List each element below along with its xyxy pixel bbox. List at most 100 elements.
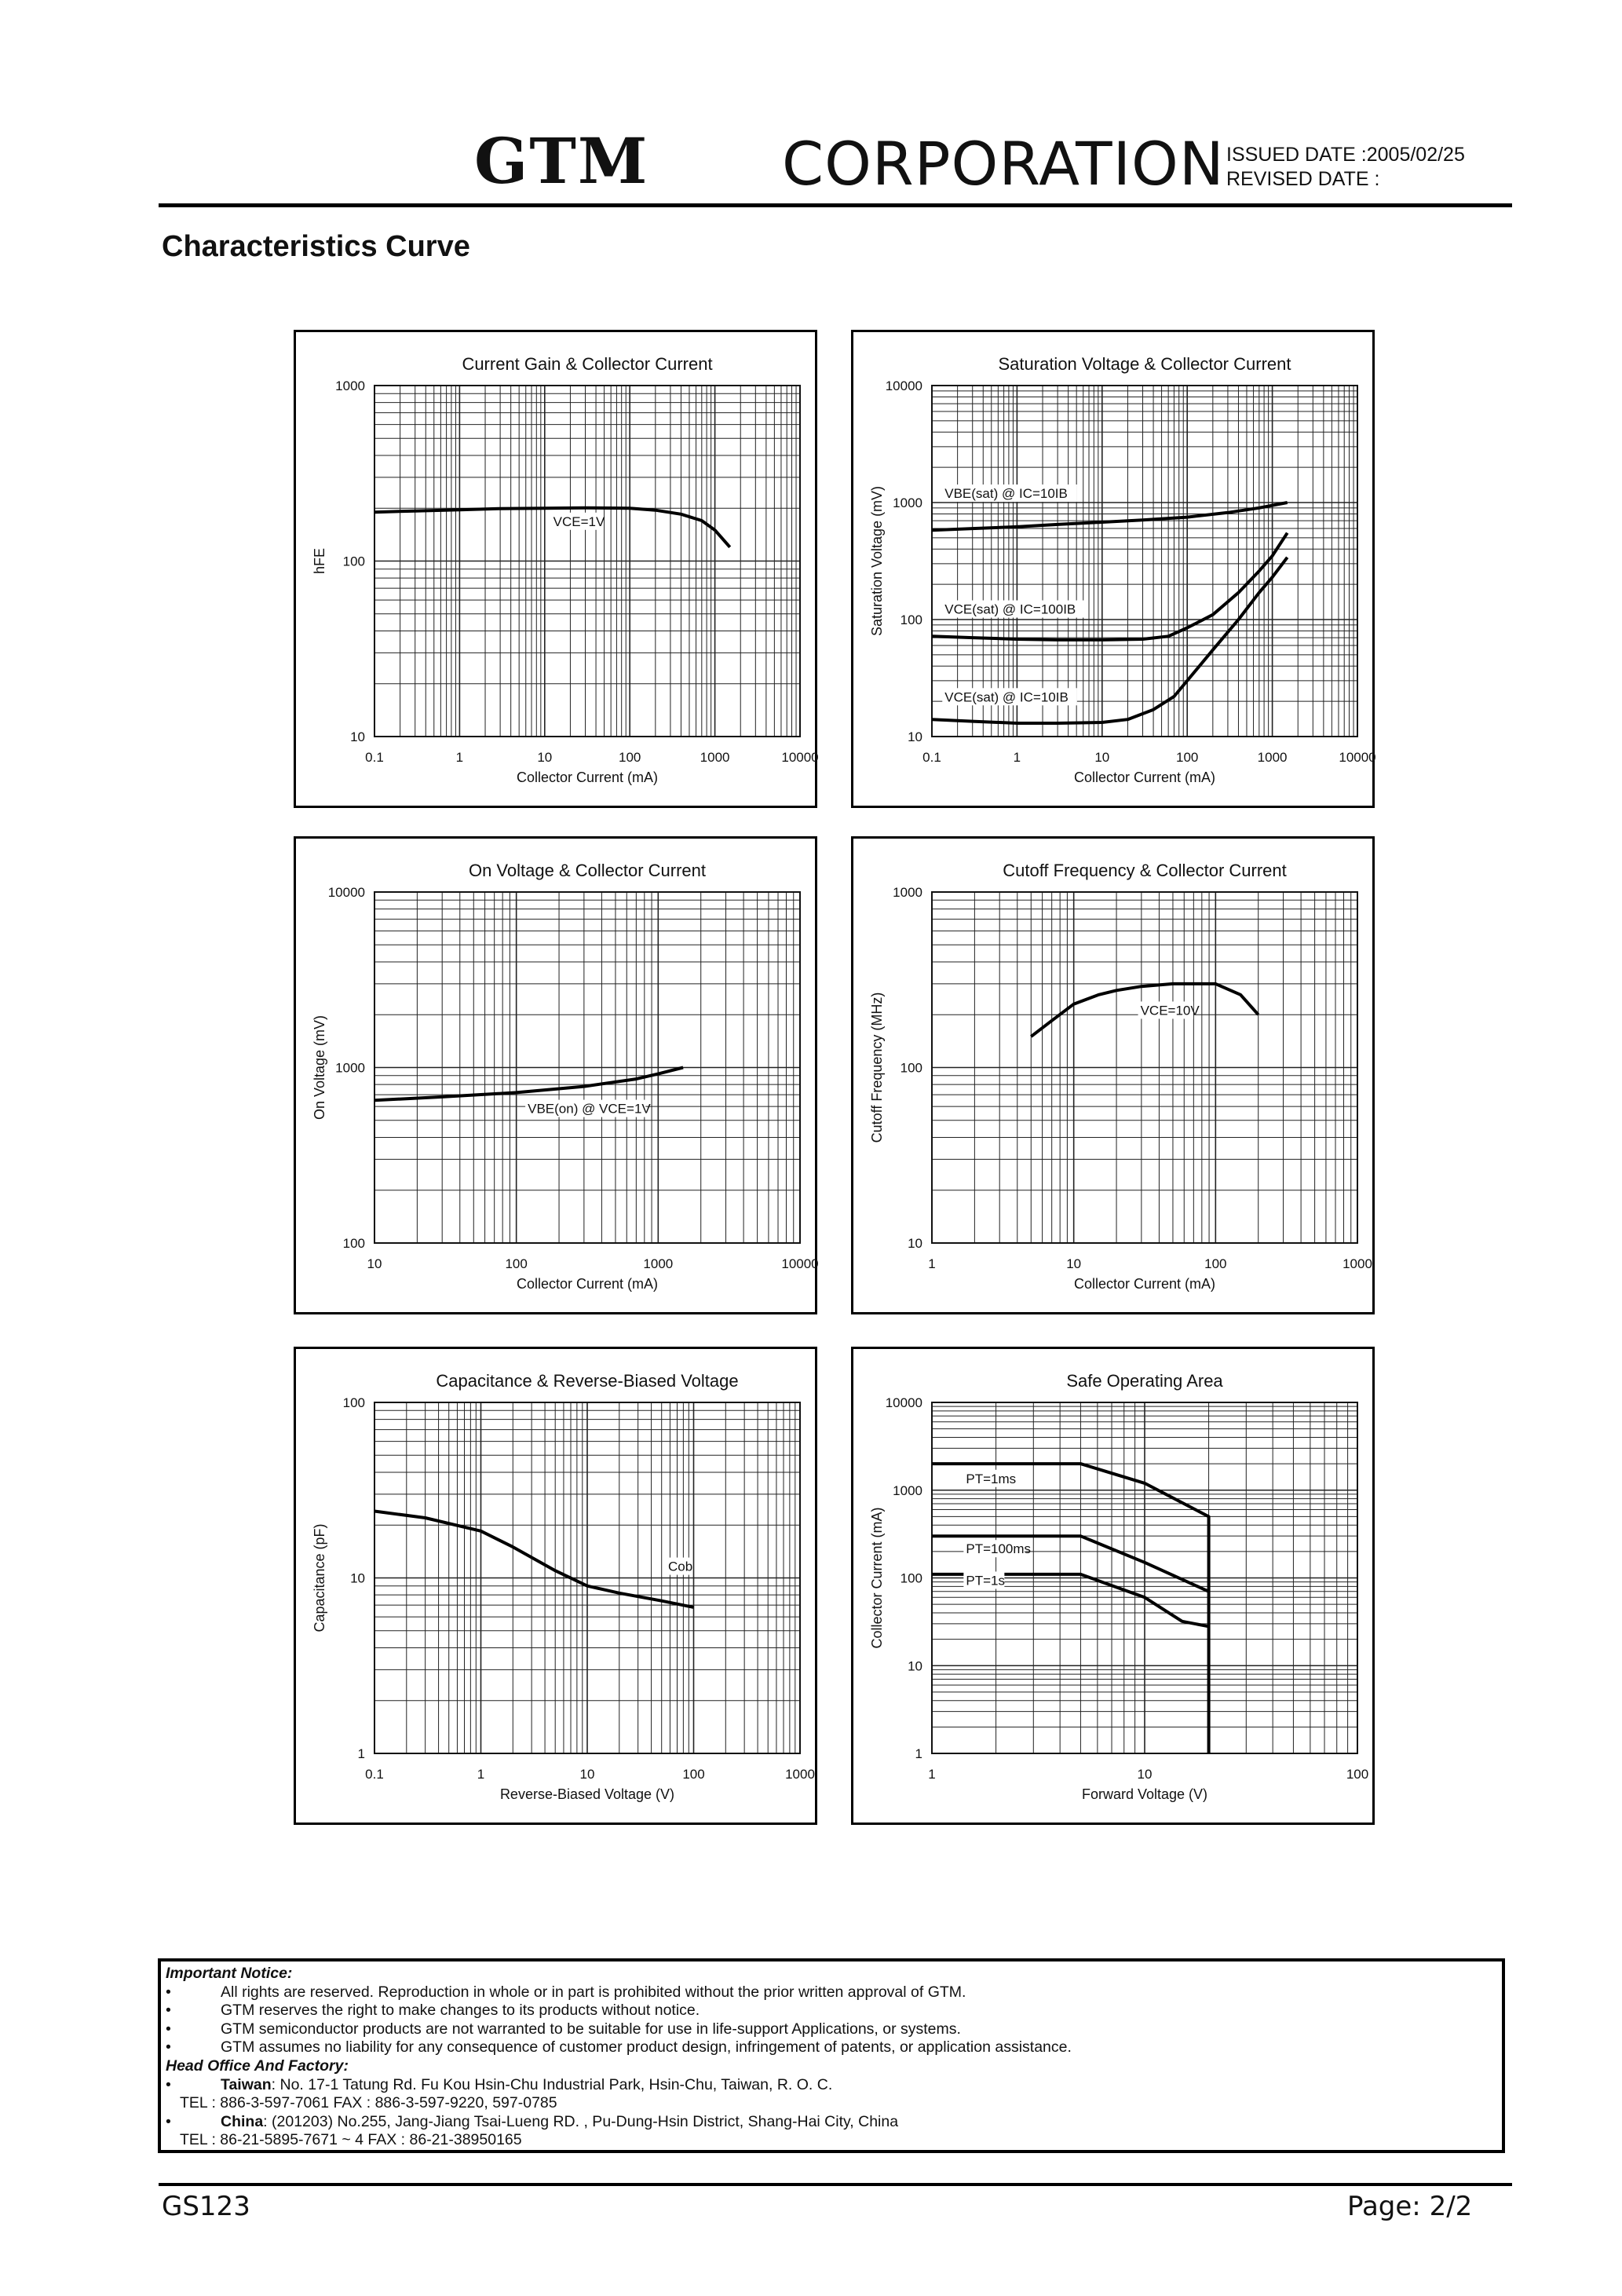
chart-current-gain: Current Gain & Collector Current 0.1 1 10 10… — [294, 330, 819, 808]
notice-item: • GTM reserves the right to make changes … — [166, 2002, 700, 2020]
x-tick-label: 10 — [580, 1767, 595, 1782]
y-tick-label: 100 — [343, 1236, 365, 1251]
x-tick-label: 10 — [537, 750, 552, 765]
series-line-1 — [374, 1509, 694, 1609]
annotation-background — [665, 1557, 692, 1575]
series-line-1 — [374, 506, 732, 549]
series-line-1 — [374, 1066, 684, 1102]
y-axis-label: hFE — [312, 548, 327, 574]
series-annotation: VBE(on) @ VCE=1V — [528, 1102, 651, 1117]
y-tick-label: 1 — [358, 1746, 365, 1761]
x-tick-label: 10000 — [1339, 750, 1375, 765]
x-axis-label: Collector Current (mA) — [517, 770, 658, 785]
chart-svg: Safe Operating Area 1 10 100 1 10 100 1000 10000… — [869, 1371, 1368, 1802]
x-tick-label: 100 — [505, 1256, 527, 1271]
y-tick-label: 1000 — [335, 378, 365, 393]
y-tick-label: 1000 — [335, 1061, 365, 1076]
section-title: Characteristics Curve — [162, 230, 470, 263]
chart-grid — [374, 386, 800, 737]
series-line-3 — [932, 1572, 1209, 1629]
x-tick-label: 1000 — [700, 750, 730, 765]
company-name: CORPORATION — [782, 129, 1225, 199]
revised-date: REVISED DATE : — [1226, 168, 1380, 190]
x-tick-label: 100 — [1204, 1256, 1226, 1271]
x-axis-label: Collector Current (mA) — [1074, 1276, 1215, 1292]
series-line-1 — [931, 501, 1288, 532]
annotation-background — [525, 1099, 646, 1117]
plot-frame — [931, 1402, 1358, 1754]
x-tick-label: 0.1 — [365, 750, 384, 765]
x-tick-label: 100 — [1176, 750, 1198, 765]
chart-title: Safe Operating Area — [1066, 1371, 1223, 1391]
x-tick-label: 10 — [1066, 1256, 1081, 1271]
footer-rule — [159, 2183, 1512, 2186]
y-tick-label: 100 — [901, 1061, 922, 1076]
y-tick-label: 10000 — [328, 885, 365, 900]
chart-grid — [374, 1402, 800, 1754]
x-axis-label: Collector Current (mA) — [1074, 770, 1215, 785]
annotation-background — [963, 1571, 1005, 1589]
series-line-2 — [931, 532, 1289, 642]
y-tick-label: 100 — [343, 554, 365, 569]
annotation-background — [942, 600, 1085, 618]
x-tick-label: 1 — [456, 750, 463, 765]
annotation-background — [942, 688, 1077, 706]
annotation-background — [1138, 1001, 1193, 1019]
x-tick-label: 10000 — [781, 750, 818, 765]
china-phone: TEL : 86-21-5895-7671 ~ 4 FAX : 86-21-38… — [180, 2131, 522, 2149]
chart-safe-operating-area: Safe Operating Area 1 10 100 1 10 100 1000 10000… — [851, 1347, 1375, 1825]
y-tick-label: 10000 — [886, 378, 922, 393]
document-id: GS123 — [162, 2191, 250, 2222]
y-axis-label: Capacitance (pF) — [312, 1523, 327, 1632]
y-tick-label: 10 — [350, 729, 365, 744]
y-tick-label: 100 — [901, 1571, 922, 1586]
y-tick-label: 1 — [915, 1746, 922, 1761]
y-axis-label: Saturation Voltage (mV) — [869, 486, 885, 636]
plot-frame — [374, 891, 801, 1244]
series-line-1 — [932, 1462, 1211, 1753]
x-tick-label: 1000 — [643, 1256, 673, 1271]
company-logo: GTM — [474, 124, 649, 198]
chart-svg: Current Gain & Collector Current 0.1 1 10 10… — [312, 354, 819, 785]
notice-item: • All rights are reserved. Reproduction i… — [166, 1983, 966, 2001]
china-address: • China: (201203) No.255, Jang-Jiang Tsai… — [166, 2112, 899, 2130]
x-axis-label: Reverse-Biased Voltage (V) — [500, 1786, 674, 1802]
x-tick-label: 1 — [1014, 750, 1021, 765]
y-tick-label: 10 — [908, 1658, 922, 1673]
y-tick-label: 100 — [343, 1395, 365, 1410]
x-tick-label: 1 — [928, 1256, 935, 1271]
office-title: Head Office And Factory: — [166, 2057, 349, 2075]
series-annotation: VCE(sat) @ IC=100IB — [944, 602, 1076, 617]
x-tick-label: 10 — [1094, 750, 1109, 765]
x-tick-label: 0.1 — [922, 750, 941, 765]
x-tick-label: 1000 — [1258, 750, 1288, 765]
annotation-background — [963, 1540, 1026, 1558]
header-rule — [159, 203, 1512, 207]
annotation-background — [963, 1469, 1012, 1487]
x-tick-label: 0.1 — [365, 1767, 384, 1782]
series-annotation: PT=1ms — [966, 1472, 1016, 1486]
y-tick-label: 10 — [908, 1236, 922, 1251]
document-dates: ISSUED DATE :2005/02/25 REVISED DATE : — [1226, 143, 1465, 192]
y-tick-label: 1000 — [893, 1483, 922, 1498]
series-annotation: PT=100ms — [966, 1541, 1031, 1556]
x-tick-label: 1000 — [785, 1767, 815, 1782]
chart-title: Cutoff Frequency & Collector Current — [1003, 861, 1287, 880]
x-tick-label: 100 — [682, 1767, 704, 1782]
notice-title: Important Notice: — [166, 1965, 293, 1982]
chart-cutoff-frequency: Cutoff Frequency & Collector Current 1 10 1… — [851, 836, 1375, 1314]
x-tick-label: 10 — [1138, 1767, 1153, 1782]
chart-grid — [374, 892, 800, 1244]
chart-on-voltage: On Voltage & Collector Current 10 100 1000 1… — [294, 836, 819, 1314]
notice-item: • GTM semiconductor products are not warr… — [166, 2020, 961, 2038]
chart-title: Saturation Voltage & Collector Current — [999, 354, 1291, 374]
x-axis-label: Collector Current (mA) — [517, 1276, 658, 1292]
y-tick-label: 10000 — [886, 1395, 922, 1410]
chart-title: Current Gain & Collector Current — [462, 354, 712, 374]
chart-capacitance: Capacitance & Reverse-Biased Voltage 0.1 1… — [294, 1347, 817, 1825]
y-tick-label: 10 — [908, 729, 922, 744]
x-tick-label: 1000 — [1343, 1256, 1372, 1271]
page-number: Page: 2/2 — [1347, 2191, 1473, 2222]
x-tick-label: 100 — [619, 750, 641, 765]
